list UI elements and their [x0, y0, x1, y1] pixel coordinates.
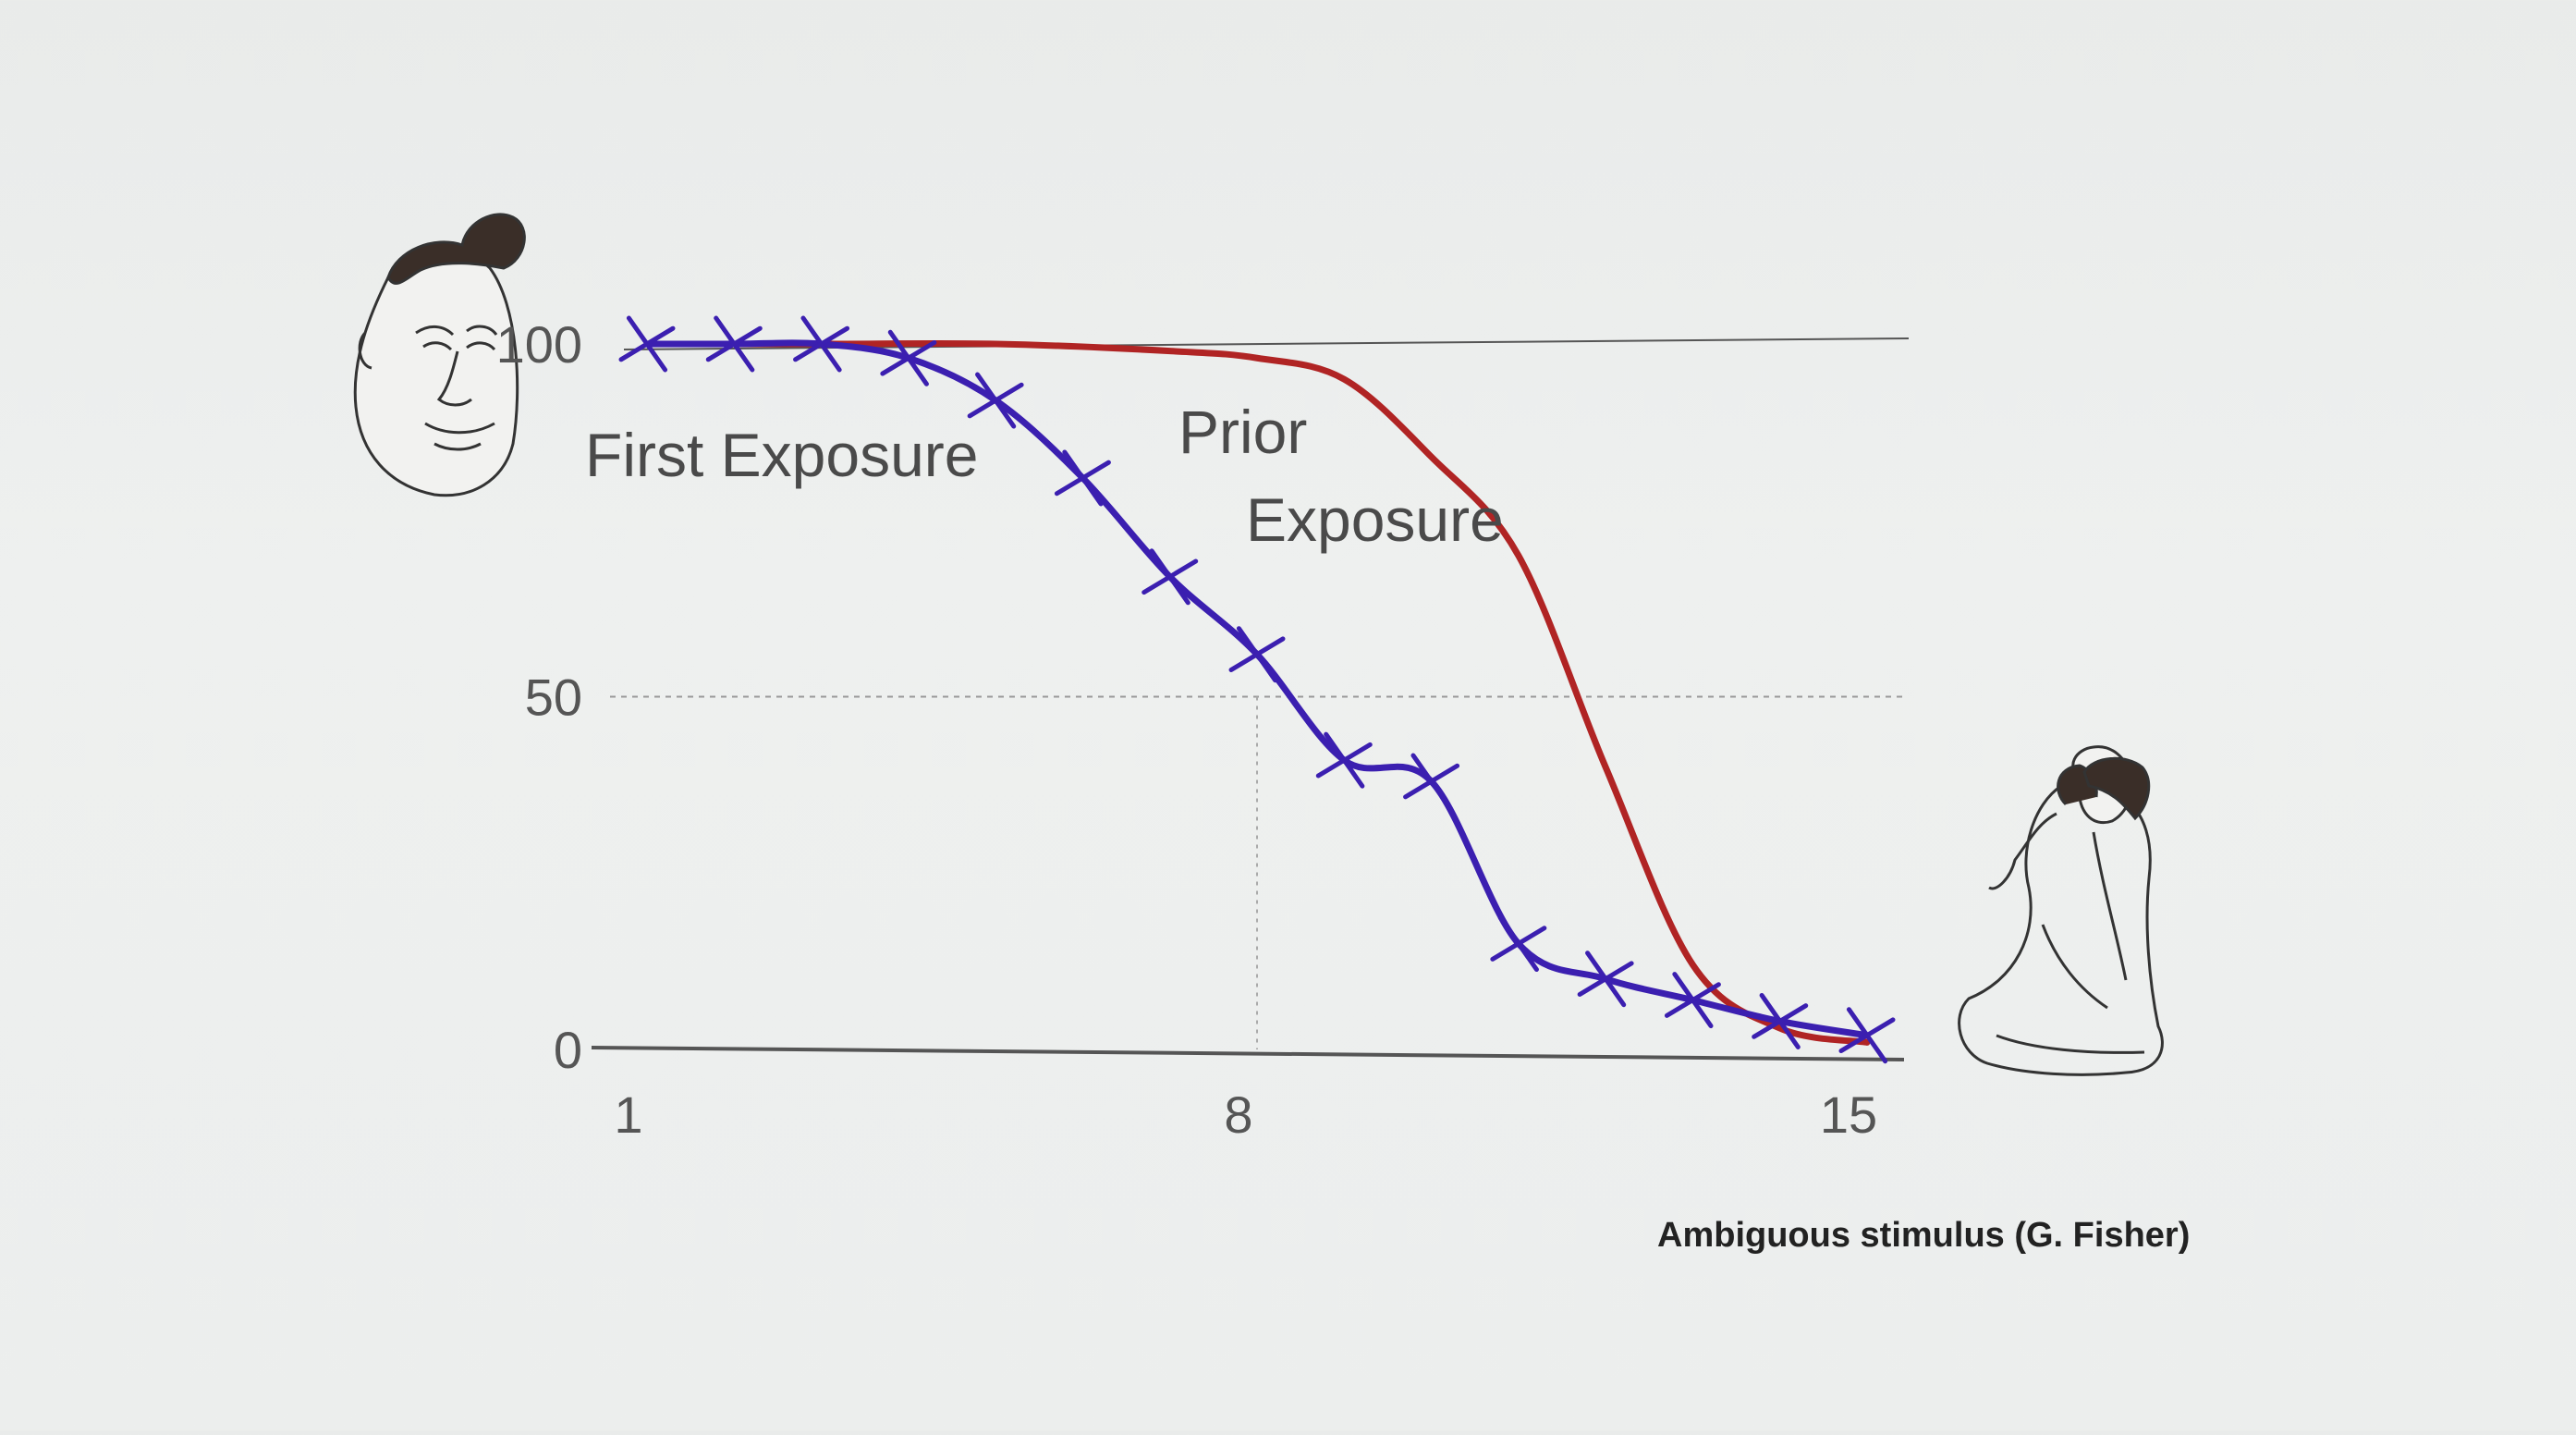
data-point-first-exposure-1 [618, 315, 676, 373]
y-tick-label-100: 100 [496, 315, 582, 374]
y-tick-label-50: 50 [525, 668, 582, 727]
first-exposure-label: First Exposure [585, 421, 978, 489]
data-point-first-exposure-7 [1141, 548, 1199, 606]
gridlines [610, 695, 1904, 1049]
series-first-exposure [618, 315, 1896, 1064]
data-point-first-exposure-2 [705, 315, 763, 373]
data-point-first-exposure-15 [1838, 1007, 1896, 1064]
data-point-first-exposure-14 [1752, 992, 1809, 1049]
man-face-illustration [353, 213, 526, 497]
data-point-first-exposure-6 [1054, 449, 1111, 507]
data-point-first-exposure-12 [1577, 951, 1634, 1008]
series-prior-exposure [643, 339, 1871, 1046]
data-point-first-exposure-13 [1664, 972, 1721, 1029]
figure-credit: Ambiguous stimulus (G. Fisher) [1657, 1216, 2190, 1255]
x-tick-label-1: 1 [614, 1085, 642, 1144]
series-layer [618, 315, 1896, 1064]
prior-exposure-label-line1: Prior [1178, 398, 1307, 466]
data-point-first-exposure-5 [967, 372, 1024, 429]
prior-exposure-label-line2: Exposure [1246, 485, 1504, 554]
y-tick-label-0: 0 [554, 1021, 582, 1079]
x-tick-label-8: 8 [1224, 1085, 1252, 1144]
tick-labels: 0 50 100 1 8 15 [496, 315, 1878, 1144]
data-point-first-exposure-4 [880, 329, 937, 386]
series-line-prior-exposure [643, 339, 1871, 1046]
x-axis-line [591, 1046, 1905, 1061]
x-tick-label-15: 15 [1820, 1085, 1877, 1144]
data-point-first-exposure-9 [1315, 731, 1373, 789]
data-point-first-exposure-8 [1228, 626, 1286, 683]
data-point-first-exposure-10 [1403, 753, 1460, 810]
data-point-first-exposure-3 [793, 315, 850, 373]
data-point-first-exposure-11 [1490, 915, 1547, 973]
kneeling-woman-illustration [1958, 745, 2164, 1076]
